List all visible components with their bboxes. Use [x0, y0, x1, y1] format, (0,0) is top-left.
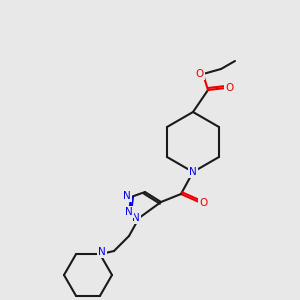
Text: N: N: [98, 247, 106, 257]
Text: O: O: [199, 198, 207, 208]
Text: N: N: [189, 167, 197, 177]
Text: O: O: [196, 69, 204, 79]
Text: O: O: [225, 83, 233, 93]
Text: N: N: [123, 191, 131, 201]
Text: N: N: [125, 207, 133, 217]
Text: N: N: [132, 213, 140, 223]
